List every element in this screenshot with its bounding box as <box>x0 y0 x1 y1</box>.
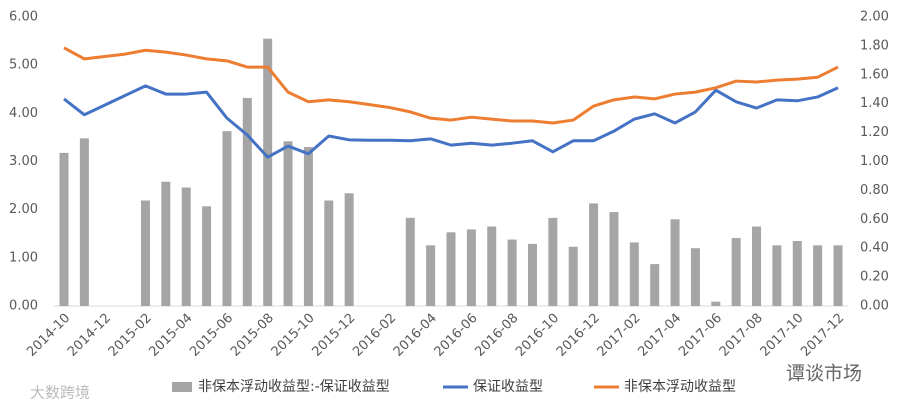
x-tick-label: 2017-04 <box>635 311 684 360</box>
bar <box>690 248 700 306</box>
line <box>63 84 839 159</box>
y2-tick-label: 1.00 <box>860 154 889 169</box>
bar <box>283 141 293 306</box>
bar <box>792 240 802 306</box>
y-tick-label: 6.00 <box>9 10 38 25</box>
x-tick-label: 2016-08 <box>472 311 521 360</box>
x-tick-label: 2016-10 <box>513 311 562 360</box>
y-tick-label: 4.00 <box>9 106 38 121</box>
x-tick-label: 2017-02 <box>595 311 644 360</box>
y2-tick-label: 1.20 <box>860 125 889 140</box>
y-tick-label: 3.00 <box>9 154 38 169</box>
y2-tick-label: 0.00 <box>860 299 889 314</box>
line <box>63 46 839 125</box>
bar <box>548 217 558 306</box>
y2-tick-label: 0.20 <box>860 270 889 285</box>
bar <box>670 219 680 306</box>
bar <box>466 229 476 306</box>
y2-tick-label: 0.60 <box>860 212 889 227</box>
bar <box>202 206 212 306</box>
x-tick-label: 2016-06 <box>432 311 481 360</box>
x-tick-label: 2015-10 <box>269 311 318 360</box>
bar <box>813 245 823 306</box>
bar <box>242 97 252 306</box>
bar <box>609 212 619 306</box>
bar <box>263 38 273 307</box>
y2-tick-label: 0.40 <box>860 241 889 256</box>
y2-tick-label: 1.80 <box>860 38 889 53</box>
bar <box>650 264 660 306</box>
y-tick-label: 2.00 <box>9 202 38 217</box>
x-tick-label: 2015-08 <box>228 311 277 360</box>
bar <box>487 226 497 306</box>
legend-label: 保证收益型 <box>473 379 543 395</box>
x-tick-label: 2015-04 <box>146 311 195 360</box>
watermark: 谭谈市场 <box>786 363 862 385</box>
bar <box>324 200 334 306</box>
bar <box>161 181 171 306</box>
bar <box>568 246 578 306</box>
watermark: 大数跨境 <box>30 384 90 402</box>
bar <box>426 245 436 306</box>
bar <box>181 187 191 306</box>
y2-tick-label: 0.80 <box>860 183 889 198</box>
x-tick-label: 2016-04 <box>391 311 440 360</box>
bar <box>527 243 537 306</box>
bar <box>833 245 843 306</box>
legend-label: 非保本浮动收益型 <box>624 379 736 395</box>
legend-label: 非保本浮动收益型:-保证收益型 <box>198 379 390 395</box>
bar <box>772 245 782 306</box>
x-tick-label: 2015-06 <box>187 311 236 360</box>
x-tick-label: 2015-02 <box>106 311 155 360</box>
bar <box>731 238 741 306</box>
x-tick-label: 2017-06 <box>676 311 725 360</box>
bar <box>59 152 69 306</box>
x-tick-label: 2016-12 <box>554 311 603 360</box>
bar <box>79 138 89 306</box>
bar <box>222 131 232 306</box>
bar <box>344 193 354 306</box>
bar <box>507 239 517 306</box>
bar <box>752 226 762 306</box>
y2-tick-label: 2.00 <box>860 10 889 25</box>
y2-tick-label: 1.60 <box>860 67 889 82</box>
x-tick-label: 2017-08 <box>717 311 766 360</box>
bar <box>589 203 599 306</box>
bar <box>711 301 721 306</box>
bar <box>140 200 150 306</box>
bar <box>303 147 313 306</box>
legend-swatch <box>172 382 192 392</box>
x-tick-label: 2017-12 <box>798 311 847 360</box>
y-tick-label: 0.00 <box>9 299 38 314</box>
bar <box>629 242 639 306</box>
bar <box>446 232 456 306</box>
x-tick-label: 2014-12 <box>65 311 114 360</box>
y-tick-label: 5.00 <box>9 58 38 73</box>
x-tick-label: 2015-12 <box>309 311 358 360</box>
y-tick-label: 1.00 <box>9 250 38 265</box>
y2-tick-label: 1.40 <box>860 96 889 111</box>
x-tick-label: 2017-10 <box>758 311 807 360</box>
x-tick-label: 2014-10 <box>24 311 73 360</box>
bar <box>405 217 415 306</box>
x-tick-label: 2016-02 <box>350 311 399 360</box>
